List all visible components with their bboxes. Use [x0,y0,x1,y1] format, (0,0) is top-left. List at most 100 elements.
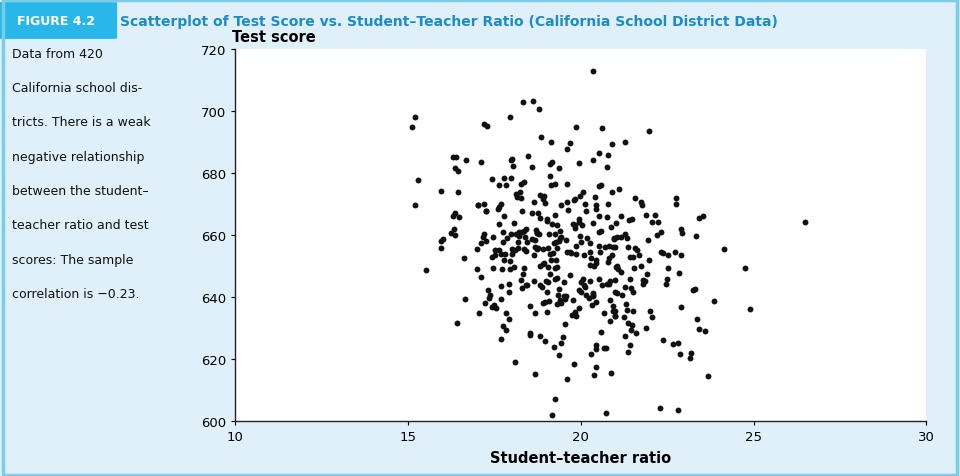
Point [518,281,534,289]
Point [673,304,688,311]
Point [583,249,598,257]
Point [538,299,553,307]
Point [519,238,535,246]
Point [577,201,592,208]
Point [593,228,609,235]
Point [473,239,489,247]
Point [583,261,598,269]
Point [450,189,466,197]
Point [495,323,511,330]
Point [448,154,464,162]
Point [540,218,555,225]
Point [634,198,649,206]
Point [584,254,599,262]
Point [547,264,563,272]
Point [596,309,612,317]
Point [607,277,622,284]
Point [691,215,707,223]
Point [491,182,506,189]
Point [660,276,675,284]
Point [658,280,673,288]
Point [498,182,514,190]
Point [535,246,550,253]
Point [567,225,583,232]
Text: negative relationship: negative relationship [12,150,144,163]
Point [670,339,685,347]
Point [610,263,625,270]
Point [550,291,565,299]
Point [567,313,583,320]
Point [559,198,574,206]
Point [637,278,653,285]
Point [510,194,525,201]
Point [491,220,506,228]
Point [608,313,623,320]
Point [613,268,629,276]
Point [588,363,604,371]
Point [583,350,598,358]
Point [566,197,582,204]
Point [564,249,579,257]
Point [540,264,556,272]
Point [458,157,473,164]
Point [527,237,542,245]
Point [489,305,504,312]
Point [588,341,604,349]
Point [648,211,663,219]
Point [536,261,551,268]
Point [481,286,496,294]
Point [586,293,601,300]
Text: teacher ratio and test: teacher ratio and test [12,219,148,232]
Point [485,176,500,184]
Point [683,355,698,362]
Point [551,238,566,245]
Point [503,114,518,122]
Point [539,277,554,285]
Point [621,244,636,252]
Point [612,186,627,194]
Point [556,333,571,341]
Point [486,302,501,309]
Point [592,248,608,256]
Point [588,256,603,264]
Point [516,233,532,241]
Point [638,324,654,332]
Point [469,246,485,254]
Point [588,298,604,306]
Point [585,291,600,299]
Point [653,249,668,257]
Point [419,267,434,274]
Point [561,206,576,214]
Point [496,256,512,264]
Point [507,219,522,227]
Text: FIGURE 4.2: FIGURE 4.2 [16,15,95,29]
Point [559,249,574,257]
Point [495,238,511,246]
Point [433,238,448,246]
Point [538,337,553,345]
Point [527,198,542,206]
Point [617,230,633,238]
Point [610,290,625,298]
Point [598,409,613,416]
Point [584,302,599,309]
Point [535,196,550,203]
Point [627,245,642,252]
Point [798,219,813,227]
Point [524,164,540,171]
Point [620,320,636,327]
Point [503,157,518,165]
Point [577,284,592,291]
Point [515,285,530,293]
Point [608,308,623,316]
Point [544,159,560,166]
Point [629,329,644,337]
Point [667,248,683,256]
Point [560,375,575,383]
Point [606,236,621,244]
Point [611,266,626,273]
Point [447,232,463,239]
Point [665,340,681,348]
Point [627,195,642,202]
Point [485,304,500,311]
